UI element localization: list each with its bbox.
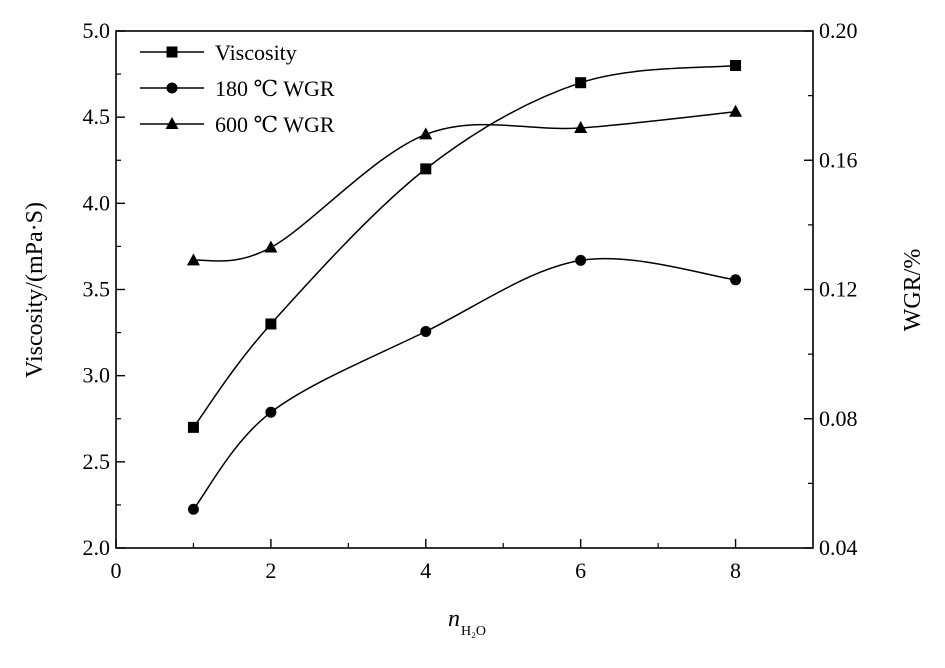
right-y-tick-label: 0.16 <box>819 147 858 172</box>
series-markers <box>186 59 743 515</box>
x-axis-ticks: 0 2 4 6 8 <box>111 539 741 583</box>
right-y-tick-label: 0.12 <box>819 277 858 302</box>
right-y-tick-label: 0.04 <box>819 535 858 560</box>
data-point-square <box>265 318 277 330</box>
left-y-tick-label: 4.5 <box>83 104 111 129</box>
data-point-square <box>187 421 199 433</box>
data-point-circle <box>730 274 742 286</box>
data-point-triangle <box>729 104 743 117</box>
right-y-axis-ticks: 0.04 0.08 0.12 0.16 0.20 <box>804 18 858 560</box>
legend: Viscosity 180 ℃ WGR 600 ℃ WGR <box>140 40 335 137</box>
left-y-tick-label: 5.0 <box>83 18 111 43</box>
plot-area <box>115 30 814 549</box>
data-point-triangle <box>574 120 588 133</box>
legend-marker-square <box>166 46 178 58</box>
data-point-triangle <box>186 253 200 266</box>
legend-marker-triangle <box>165 117 179 129</box>
left-y-tick-label: 2.0 <box>83 535 111 560</box>
x-tick-label: 4 <box>420 558 431 583</box>
x-axis-title: nH₂O <box>448 606 486 639</box>
right-y-tick-label: 0.20 <box>819 18 858 43</box>
left-y-axis-title: Viscosity/(mPa·S) <box>22 202 48 378</box>
left-y-tick-label: 3.0 <box>83 363 111 388</box>
data-point-circle <box>187 503 199 515</box>
series-line-2 <box>192 257 736 510</box>
x-tick-label: 0 <box>111 558 122 583</box>
data-point-square <box>730 59 742 71</box>
legend-label: 600 ℃ WGR <box>215 112 335 137</box>
legend-marker-circle <box>166 82 178 94</box>
legend-label: Viscosity <box>215 40 297 65</box>
left-y-axis-ticks: 2.0 2.5 3.0 3.5 4.0 4.5 5.0 <box>83 18 125 560</box>
x-axis-title-main: n <box>448 606 460 632</box>
x-tick-label: 6 <box>575 558 586 583</box>
left-y-tick-label: 4.0 <box>83 190 111 215</box>
data-point-circle <box>265 406 277 418</box>
right-y-axis-title: WGR/% <box>900 249 926 332</box>
data-point-circle <box>420 326 432 338</box>
data-point-triangle <box>419 127 433 140</box>
x-tick-label: 2 <box>265 558 276 583</box>
left-y-tick-label: 3.5 <box>83 277 111 302</box>
left-y-tick-label: 2.5 <box>83 449 111 474</box>
data-point-circle <box>575 254 587 266</box>
data-point-square <box>575 77 587 89</box>
x-axis-title-subscript: H₂O <box>461 624 486 639</box>
data-point-square <box>420 163 432 175</box>
legend-label: 180 ℃ WGR <box>215 76 335 101</box>
data-point-triangle <box>264 240 278 253</box>
x-tick-label: 8 <box>730 558 741 583</box>
right-y-tick-label: 0.08 <box>819 406 858 431</box>
